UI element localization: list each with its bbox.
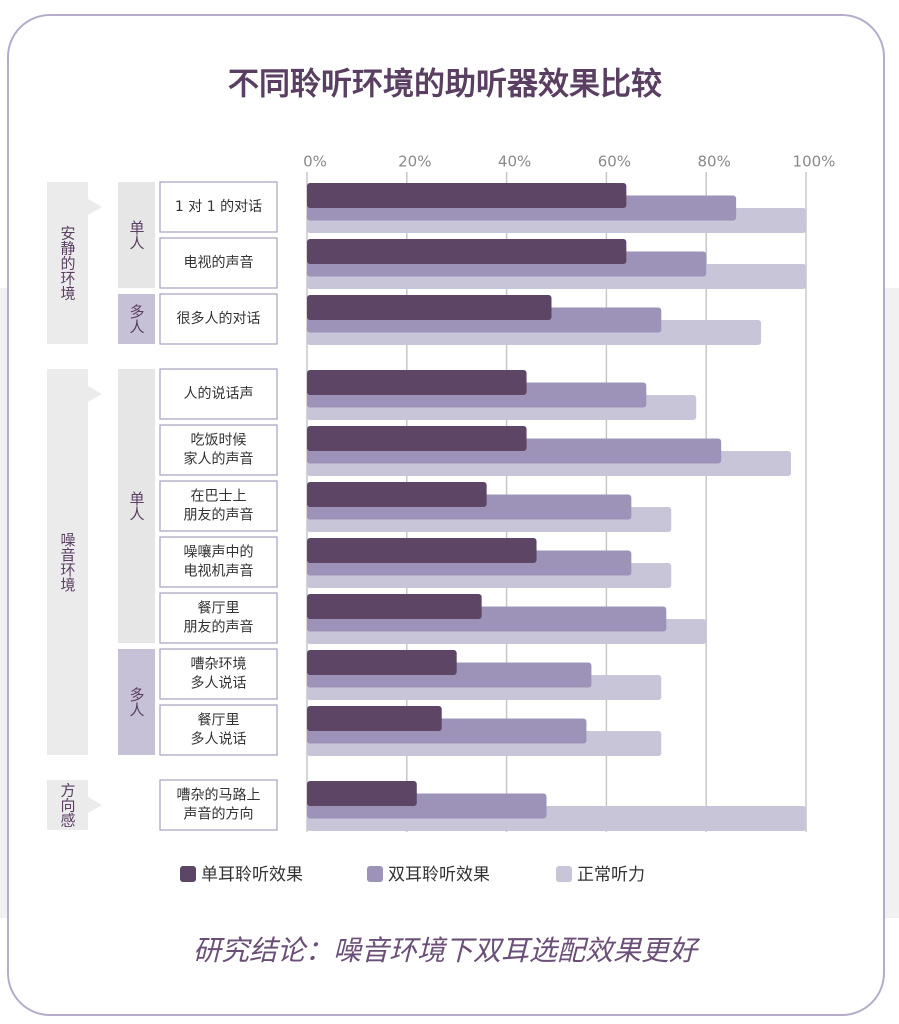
x-tick-label: 20% — [398, 153, 431, 171]
group-box — [47, 780, 88, 830]
group-box — [47, 369, 88, 755]
category-label: 餐厅里 — [198, 601, 240, 617]
category-label: 在巴士上 — [191, 489, 247, 505]
bar — [307, 781, 417, 806]
legend-swatch — [180, 866, 196, 882]
bar — [307, 706, 442, 731]
x-tick-label: 40% — [498, 153, 531, 171]
conclusion: 研究结论：噪音环境下双耳选配效果更好 — [193, 934, 701, 967]
category-label: 人的说话声 — [184, 386, 254, 402]
category-box — [159, 480, 278, 532]
chart-title: 不同聆听环境的助听器效果比较 — [228, 67, 662, 103]
group-label: 安静的环境 — [59, 226, 77, 302]
bar — [307, 538, 537, 563]
legend-label: 正常听力 — [577, 865, 645, 885]
group-arrow — [88, 797, 102, 813]
category-label: 电视的声音 — [184, 254, 254, 271]
group-label: 方向感 — [59, 783, 77, 828]
bar — [307, 594, 482, 619]
bar — [307, 370, 527, 395]
category-box — [159, 592, 278, 644]
category-box — [159, 779, 278, 831]
category-label: 声音的方向 — [184, 806, 254, 823]
subgroup-box — [118, 182, 155, 288]
legend-swatch — [367, 866, 383, 882]
category-box — [159, 293, 278, 345]
bar — [307, 426, 527, 451]
category-box — [159, 648, 278, 700]
bar — [307, 295, 552, 320]
subgroup-box — [118, 649, 155, 755]
category-box — [159, 368, 278, 420]
category-label: 朋友的声音 — [184, 619, 254, 636]
category-box — [159, 237, 278, 289]
category-box — [159, 424, 278, 476]
subgroup-label: 单人 — [128, 220, 146, 250]
category-label: 很多人的对话 — [177, 310, 261, 327]
category-box — [159, 536, 278, 588]
category-label: 餐厅里 — [198, 713, 240, 729]
subgroup-label: 单人 — [128, 491, 146, 521]
category-label: 吃饭时候 — [191, 433, 247, 449]
x-tick-label: 80% — [698, 153, 731, 171]
group-arrow — [88, 199, 102, 215]
subgroup-box — [118, 369, 155, 643]
x-tick-label: 60% — [598, 153, 631, 171]
category-box — [159, 181, 278, 233]
category-label: 多人说话 — [191, 731, 247, 748]
category-label: 噪嚷声中的 — [184, 544, 254, 561]
category-label: 嘈杂的马路上 — [177, 788, 261, 804]
legend-swatch — [556, 866, 572, 882]
group-arrow — [88, 386, 102, 402]
x-tick-label: 0% — [303, 153, 327, 171]
category-label: 朋友的声音 — [184, 507, 254, 524]
legend-label: 单耳聆听效果 — [201, 865, 303, 885]
bar — [307, 183, 627, 208]
subgroup-label: 多人 — [128, 687, 146, 717]
group-label: 噪音环境 — [59, 532, 77, 593]
bar — [307, 239, 627, 264]
subgroup-box — [118, 294, 155, 344]
category-label: 多人说话 — [191, 675, 247, 692]
category-label: 1 对 1 的对话 — [175, 199, 262, 215]
bar — [307, 482, 487, 507]
group-box — [47, 182, 88, 344]
x-tick-label: 100% — [793, 153, 836, 171]
legend-label: 双耳聆听效果 — [388, 865, 490, 885]
bar — [307, 650, 457, 675]
category-label: 嘈杂环境 — [191, 657, 247, 673]
category-label: 电视机声音 — [184, 563, 254, 580]
subgroup-label: 多人 — [128, 304, 146, 334]
category-label: 家人的声音 — [184, 451, 254, 468]
category-box — [159, 704, 278, 756]
